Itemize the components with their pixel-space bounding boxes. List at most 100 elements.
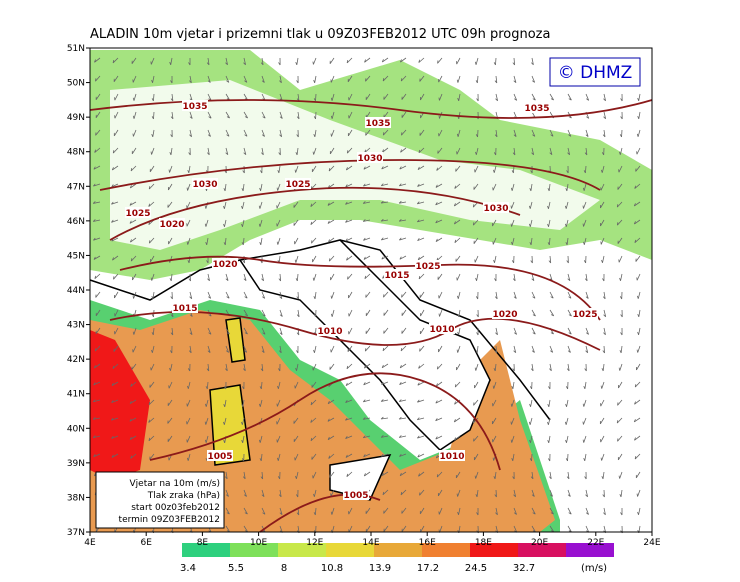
wind-arrow [619, 129, 623, 138]
wind-arrow [380, 399, 389, 402]
wind-arrow [420, 93, 425, 101]
wind-arrow [565, 219, 569, 227]
wind-arrow [111, 453, 119, 458]
wind-arrow [129, 219, 137, 224]
wind-arrow [474, 381, 479, 389]
wind-arrow [436, 363, 443, 370]
wind-arrow [380, 200, 389, 204]
wind-arrow [95, 309, 101, 317]
isobar-label: 1010 [429, 325, 454, 335]
wind-arrow [416, 417, 425, 421]
wind-arrow [189, 327, 193, 335]
wind-arrow [474, 471, 479, 479]
wind-arrow [278, 345, 282, 354]
wind-arrow [513, 75, 517, 84]
wind-arrow [456, 345, 461, 353]
legend-swatch [566, 543, 614, 557]
wind-arrow [567, 273, 571, 282]
wind-arrow [327, 219, 335, 224]
wind-arrow [112, 147, 119, 154]
wind-arrow [531, 309, 536, 317]
wind-arrow [243, 147, 247, 156]
wind-arrow [401, 309, 407, 316]
wind-arrow [438, 507, 443, 515]
info-line: Tlak zraka (hPa) [147, 491, 220, 501]
wind-arrow [531, 75, 536, 83]
wind-arrow [381, 363, 389, 369]
wind-arrow [363, 453, 371, 458]
lat-label: 38N [67, 493, 85, 503]
wind-arrow [310, 435, 317, 442]
lat-label: 43N [67, 321, 85, 331]
wind-arrow [528, 417, 533, 425]
isobar-label-bg [492, 308, 518, 319]
wind-arrow [399, 471, 407, 477]
wind-arrow [382, 489, 389, 496]
wind-arrow [473, 453, 479, 461]
wind-arrow [132, 291, 137, 299]
wind-arrow [170, 327, 174, 336]
wind-arrow [567, 93, 572, 101]
wind-arrow [494, 291, 498, 300]
wind-arrow [383, 93, 389, 100]
wind-arrow [311, 165, 317, 173]
wind-arrow [279, 507, 283, 515]
wind-arrow [111, 417, 119, 421]
wind-arrow [494, 75, 498, 84]
wind-arrow [474, 57, 479, 65]
lat-label: 51N [67, 44, 85, 54]
wind-arrow [619, 273, 623, 281]
wind-arrow [312, 57, 317, 65]
lat-label: 41N [67, 390, 85, 400]
wind-arrow [261, 327, 266, 335]
wind-arrow [567, 291, 572, 299]
wind-arrow [491, 417, 497, 425]
wind-arrow [635, 471, 641, 479]
wind-arrow [207, 75, 211, 83]
wind-arrow [186, 417, 191, 425]
isobar-label-bg [192, 178, 218, 189]
wind-arrow [530, 471, 534, 480]
wind-arrow [364, 57, 371, 63]
logo: © DHMZ [558, 63, 633, 83]
wind-arrow [381, 255, 389, 260]
wind-arrow [513, 291, 517, 299]
wind-arrow [601, 255, 605, 263]
wind-arrow [473, 399, 479, 406]
wind-arrow [243, 129, 248, 137]
isobar-label: 1030 [483, 204, 508, 214]
wind-arrow [619, 345, 623, 354]
legend-swatch [422, 543, 470, 557]
wind-arrow [328, 165, 335, 172]
wind-arrow [149, 165, 155, 173]
isobar-label: 1035 [524, 104, 549, 114]
wind-arrow [330, 111, 335, 119]
wind-arrow [167, 183, 173, 191]
wind-arrow [583, 165, 587, 174]
wind-arrow [276, 201, 281, 209]
wind-arrow [453, 219, 461, 225]
wind-arrow [548, 381, 551, 390]
wind-arrow [454, 237, 461, 244]
wind-arrow [419, 345, 425, 352]
wind-arrow [380, 435, 389, 438]
wind-arrow [398, 200, 407, 204]
wind-arrow [261, 273, 265, 282]
wind-arrow [207, 111, 212, 119]
wind-arrow [363, 381, 371, 386]
wind-arrow [476, 93, 479, 102]
wind-arrow [241, 219, 245, 227]
wind-arrow [400, 147, 407, 153]
wind-arrow [637, 507, 641, 515]
wind-arrow [582, 183, 587, 191]
wind-arrow [278, 273, 282, 282]
wind-arrow [417, 165, 425, 170]
wind-arrow [435, 201, 443, 206]
wind-arrow [584, 273, 588, 282]
wind-arrow [531, 273, 535, 282]
wind-arrow [398, 218, 407, 222]
wind-arrow [225, 327, 230, 335]
legend-unit: (m/s) [581, 563, 607, 574]
wind-arrow [312, 147, 317, 155]
wind-arrow [584, 147, 588, 156]
